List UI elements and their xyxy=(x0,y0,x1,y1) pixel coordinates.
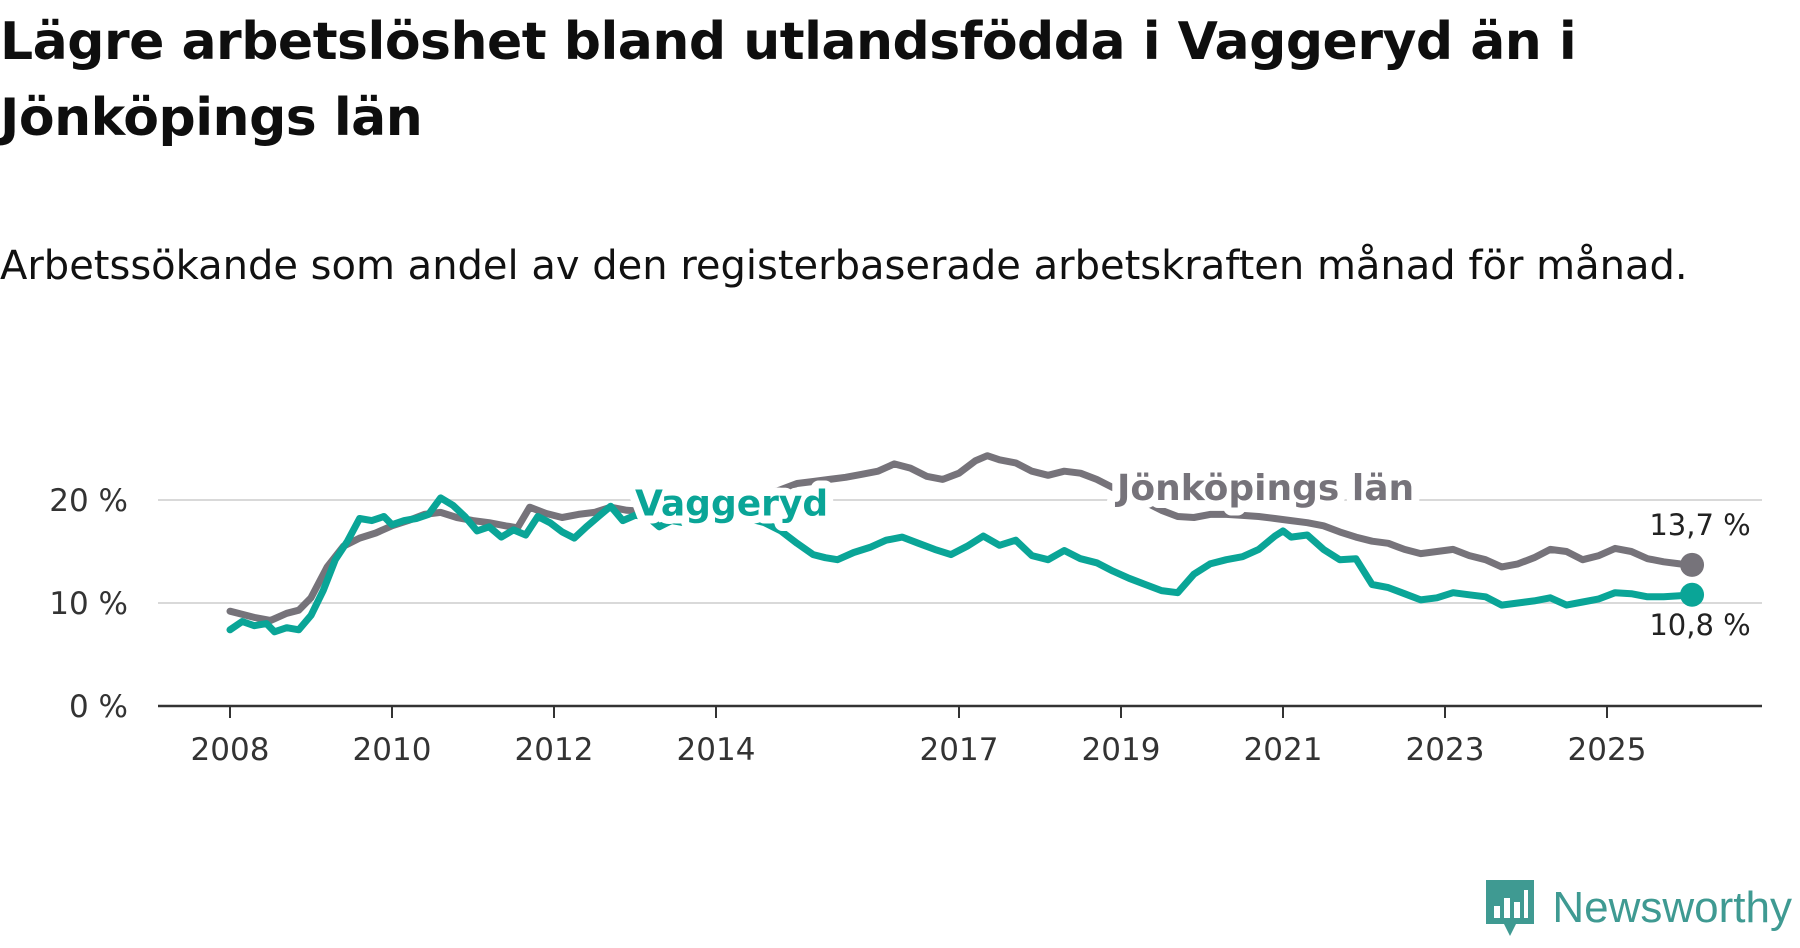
series-labels: 13,7 % 10,8 % Vaggeryd Jönköpings län xyxy=(627,460,1751,642)
y-tick-label: 10 % xyxy=(49,586,128,622)
brand-logo: Newsworthy xyxy=(1482,876,1792,940)
y-tick-label: 20 % xyxy=(49,483,128,519)
x-axis: 2008 2010 2012 2014 2017 2019 2021 2023 2025 xyxy=(158,704,1762,768)
y-tick-label: 0 % xyxy=(69,689,128,725)
x-tick-label: 2021 xyxy=(1244,732,1323,768)
chart-subtitle: Arbetssökande som andel av den registerb… xyxy=(0,243,1688,289)
x-tick-label: 2019 xyxy=(1082,732,1161,768)
x-tick-label: 2010 xyxy=(353,732,432,768)
x-tick-label: 2014 xyxy=(677,732,756,768)
brand-name: Newsworthy xyxy=(1552,883,1792,932)
series-lines xyxy=(226,452,1705,636)
newsworthy-logo-icon xyxy=(1486,880,1535,936)
x-tick-label: 2017 xyxy=(920,732,999,768)
end-value-label: 10,8 % xyxy=(1649,608,1750,642)
line-chart: 0 % 10 % 20 % 2008 2010 2012 2014 2017 2019 2021… xyxy=(49,452,1762,768)
series-line-jonkopings-lan xyxy=(226,452,1696,624)
y-axis-ticks: 0 % 10 % 20 % xyxy=(49,483,128,725)
x-tick-label: 2025 xyxy=(1568,732,1647,768)
chart-title: Lägre arbetslöshet bland utlandsfödda i … xyxy=(0,12,1577,148)
series-label-jonkopings-lan: Jönköpings län xyxy=(1114,468,1414,509)
series-end-marker xyxy=(1680,552,1705,577)
x-tick-label: 2023 xyxy=(1406,732,1485,768)
end-value-label: 13,7 % xyxy=(1649,508,1750,542)
series-end-marker xyxy=(1680,582,1705,607)
series-label-vaggeryd: Vaggeryd xyxy=(635,483,828,524)
x-tick-label: 2008 xyxy=(191,732,270,768)
series-line-vaggeryd xyxy=(226,494,1696,636)
x-tick-label: 2012 xyxy=(515,732,594,768)
